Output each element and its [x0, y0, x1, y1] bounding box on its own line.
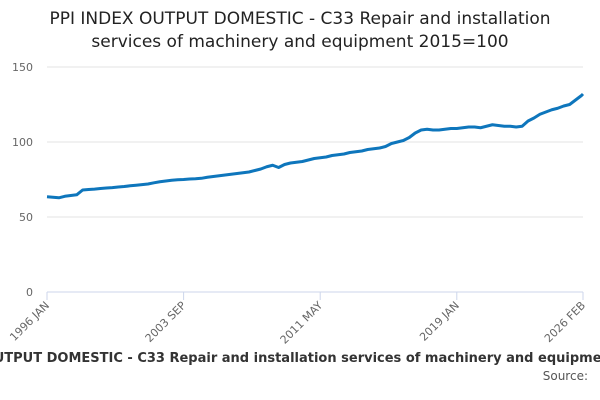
x-tick-label: 2026 FEB [542, 299, 588, 345]
series-line [46, 92, 585, 200]
x-tick-label: 1996 JAN [7, 299, 52, 344]
y-tick-label: 50 [19, 211, 33, 224]
x-tick-label: 2011 MAY [278, 299, 326, 347]
chart-title: services of machinery and equipment 2015… [91, 32, 508, 52]
y-tick-label: 150 [12, 61, 33, 74]
caption: PPI INDEX OUTPUT DOMESTIC - C33 Repair a… [0, 351, 600, 366]
chart-title: PPI INDEX OUTPUT DOMESTIC - C33 Repair a… [49, 9, 550, 29]
y-tick-label: 100 [12, 136, 33, 149]
x-tick-label: 2003 SEP [143, 299, 189, 345]
source: Source: [543, 369, 588, 383]
x-tick-label: 2019 JAN [417, 299, 462, 344]
y-tick-label: 0 [26, 286, 33, 299]
